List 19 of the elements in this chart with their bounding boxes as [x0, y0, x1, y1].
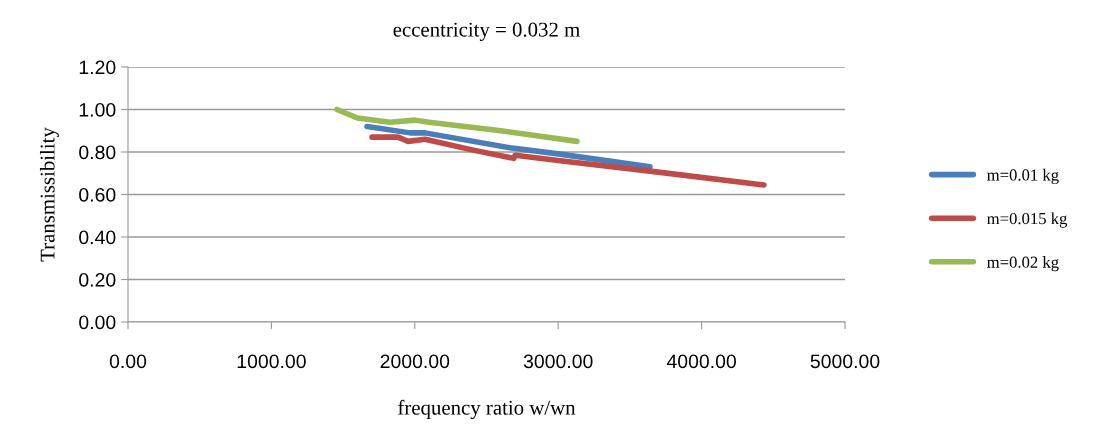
- y-tick-label: 1.00: [79, 102, 116, 117]
- x-tick-label: 4000.00: [666, 354, 736, 369]
- y-tick-label: 0.60: [79, 187, 116, 202]
- y-tick-label: 0.20: [79, 272, 116, 287]
- legend-label: m=0.015 kg: [987, 212, 1068, 228]
- x-tick-label: 0.00: [109, 354, 147, 369]
- y-tick-label: 1.20: [79, 60, 116, 75]
- x-axis-title: frequency ratio w/wn: [398, 399, 576, 420]
- legend-label: m=0.02 kg: [987, 256, 1059, 272]
- y-tick-label: 0.00: [79, 315, 116, 330]
- x-tick-label: 1000.00: [237, 354, 306, 369]
- chart-title: eccentricity = 0.032 m: [393, 22, 580, 41]
- x-tick-label: 5000.00: [810, 354, 880, 369]
- x-tick-label: 3000.00: [523, 354, 593, 369]
- y-tick-label: 0.40: [79, 230, 116, 245]
- legend-label: m=0.01 kg: [987, 168, 1059, 185]
- y-tick-label: 0.80: [79, 145, 116, 160]
- x-tick-label: 2000.00: [380, 354, 450, 369]
- y-axis-title: Transmissibility: [39, 127, 59, 262]
